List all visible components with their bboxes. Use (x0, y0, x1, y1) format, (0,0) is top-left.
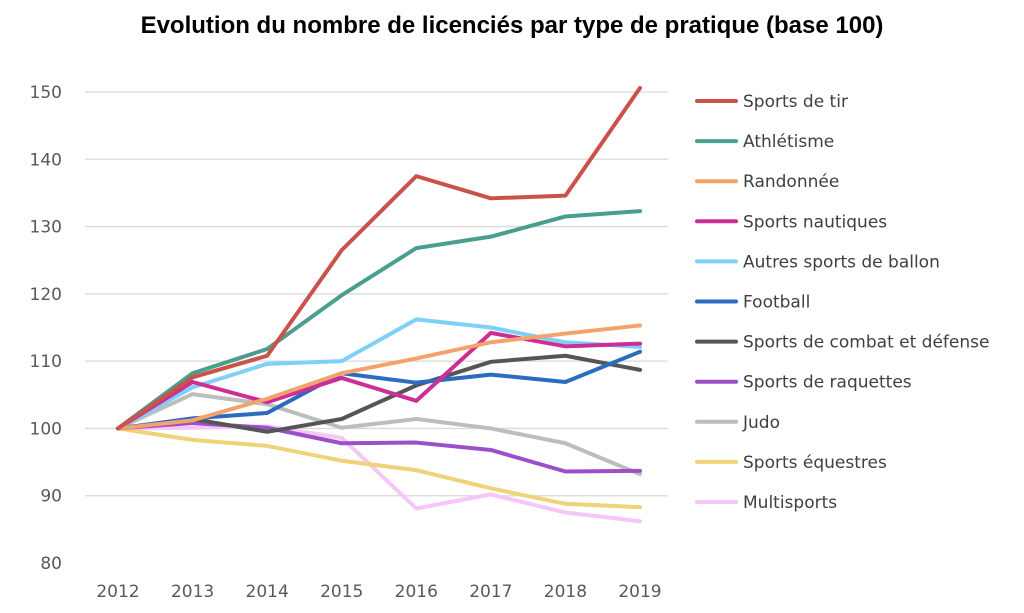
legend-item: Sports de raquettes (695, 373, 912, 393)
legend: Sports de tir Athlétisme Randonnée Sports n… (695, 92, 989, 513)
x-tick-label: 2013 (171, 582, 214, 602)
series-line-2 (116, 323, 642, 431)
legend-label: Randonnée (743, 172, 839, 192)
legend-label: Multisports (743, 493, 837, 513)
y-tick-label: 140 (30, 150, 62, 170)
legend-label: Sports de raquettes (743, 373, 912, 393)
legend-label: Football (743, 293, 810, 313)
y-tick-label: 110 (30, 352, 62, 372)
legend-label: Sports nautiques (743, 212, 887, 232)
y-tick-label: 90 (40, 487, 62, 507)
legend-label: Sports de combat et défense (743, 333, 989, 353)
legend-item: Sports nautiques (695, 212, 887, 232)
series-line-1 (116, 209, 642, 431)
y-tick-label: 120 (30, 285, 62, 305)
legend-item: Multisports (695, 493, 837, 513)
legend-label: Judo (742, 413, 780, 433)
series-line-3 (116, 330, 642, 431)
legend-label: Autres sports de ballon (743, 252, 940, 272)
legend-label: Athlétisme (743, 132, 834, 152)
legend-item: Football (695, 293, 810, 313)
x-axis-ticks: 2012 2013 2014 2015 2016 2017 2018 2019 (96, 582, 661, 602)
chart-title: Evolution du nombre de licenciés par typ… (141, 12, 884, 39)
legend-item: Randonnée (695, 172, 839, 192)
legend-item: Athlétisme (695, 132, 834, 152)
y-axis-ticks: 80 90 100 110 120 130 140 150 (30, 83, 62, 574)
x-tick-label: 2016 (395, 582, 438, 602)
legend-item: Autres sports de ballon (695, 252, 940, 272)
y-tick-label: 150 (30, 83, 62, 103)
series-line-0 (116, 85, 642, 431)
legend-item: Sports de tir (695, 92, 848, 112)
series-lines (116, 85, 642, 524)
y-tick-label: 100 (30, 419, 62, 439)
y-tick-label: 130 (30, 218, 62, 238)
x-tick-label: 2012 (96, 582, 139, 602)
x-tick-label: 2019 (618, 582, 661, 602)
y-tick-label: 80 (40, 554, 62, 574)
series-line-6 (116, 353, 642, 434)
x-tick-label: 2018 (544, 582, 587, 602)
x-tick-label: 2017 (469, 582, 512, 602)
series-line-10 (116, 424, 642, 524)
series-line-8 (116, 392, 642, 477)
legend-item: Sports de combat et défense (695, 333, 989, 353)
legend-item: Sports équestres (695, 453, 887, 473)
legend-item: Judo (695, 413, 780, 433)
series-line-7 (116, 421, 642, 474)
legend-label: Sports équestres (743, 453, 887, 473)
x-tick-label: 2014 (246, 582, 289, 602)
x-tick-label: 2015 (320, 582, 363, 602)
series-line-9 (116, 426, 642, 510)
legend-label: Sports de tir (743, 92, 848, 112)
